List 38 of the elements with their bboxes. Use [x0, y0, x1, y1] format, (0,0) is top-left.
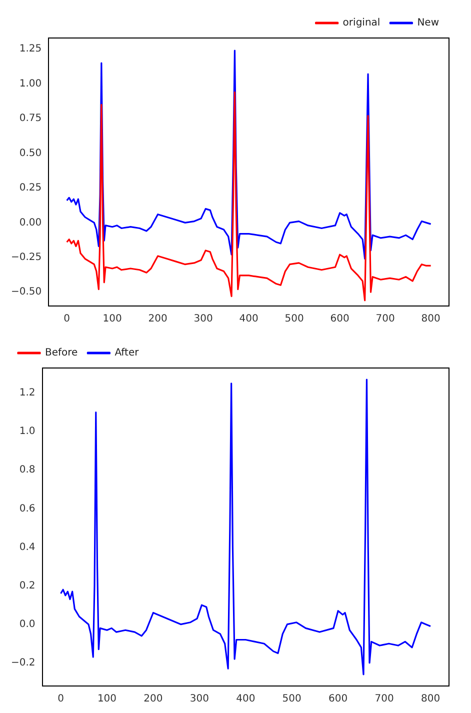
y-tick-label: 0.50 — [19, 148, 42, 159]
y-tick-label: 0.6 — [19, 503, 36, 514]
legend-label: original — [342, 18, 380, 29]
y-tick-label: −0.2 — [10, 657, 36, 668]
y-tick-label: 0.4 — [19, 542, 36, 553]
x-tick-label: 500 — [284, 314, 304, 325]
x-tick-label: 800 — [421, 314, 440, 325]
y-tick-label: 0.2 — [19, 580, 36, 592]
x-tick-label: 700 — [374, 694, 394, 705]
y-tick-label: −0.50 — [10, 286, 42, 298]
legend-label: Before — [45, 348, 78, 359]
y-tick-label: 0.75 — [19, 113, 42, 124]
x-tick-label: 700 — [376, 314, 395, 325]
y-tick-label: 1.00 — [19, 78, 42, 90]
x-tick-label: 200 — [144, 694, 163, 705]
x-tick-label: 300 — [194, 314, 213, 325]
x-tick-label: 100 — [97, 694, 117, 705]
x-tick-label: 400 — [239, 314, 258, 325]
x-tick-label: 0 — [58, 694, 64, 705]
x-tick-label: 0 — [64, 314, 70, 325]
legend-label: After — [114, 348, 140, 359]
x-tick-label: 800 — [420, 694, 440, 705]
y-tick-label: 0.25 — [19, 182, 42, 194]
x-tick-label: 300 — [190, 694, 209, 705]
x-tick-label: 400 — [236, 694, 256, 705]
legend-label: New — [417, 18, 439, 29]
y-tick-label: 0.0 — [19, 618, 36, 630]
y-tick-label: 1.0 — [19, 426, 36, 438]
y-tick-label: −0.25 — [10, 252, 42, 263]
y-tick-label: 1.25 — [19, 44, 42, 55]
y-tick-label: 0.8 — [19, 464, 36, 476]
y-tick-label: 1.2 — [19, 388, 36, 399]
x-tick-label: 100 — [102, 314, 122, 325]
x-tick-label: 500 — [282, 694, 302, 705]
x-tick-label: 600 — [328, 694, 348, 705]
x-tick-label: 200 — [148, 314, 168, 325]
x-tick-label: 600 — [330, 314, 350, 325]
y-tick-label: 0.00 — [19, 217, 42, 228]
